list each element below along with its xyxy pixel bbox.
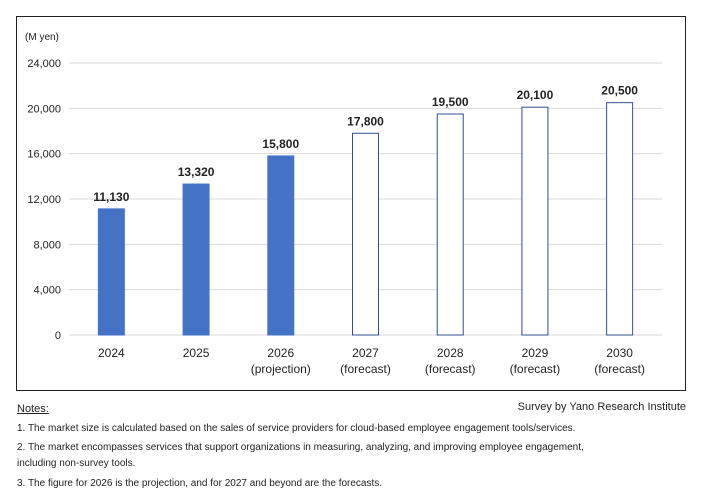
x-category-sublabel: (forecast) (425, 362, 476, 376)
data-label-2026: 15,800 (262, 137, 299, 151)
data-label-2030: 20,500 (601, 84, 638, 98)
y-tick-label: 12,000 (27, 194, 61, 206)
bar-2026 (267, 155, 295, 336)
x-category-sublabel: (forecast) (340, 362, 391, 376)
x-category-label: 2024 (98, 346, 125, 360)
y-tick-label: 4,000 (33, 285, 61, 297)
x-category-sublabel: (projection) (251, 362, 311, 376)
x-category-sublabel: (forecast) (594, 362, 645, 376)
x-category-label: 2030 (606, 346, 633, 360)
data-label-2025: 13,320 (178, 165, 215, 179)
data-label-2027: 17,800 (347, 114, 384, 128)
note-2: 2. The market encompasses services that … (17, 442, 584, 453)
bar-2030 (606, 102, 634, 336)
bar-2024 (97, 208, 125, 336)
note-2-continued: including non-survey tools. (17, 458, 136, 469)
chart-frame: (M yen) 0 4,000 8,000 12,000 16,000 20,000 24,0… (16, 16, 686, 391)
x-category-label: 2026 (267, 346, 294, 360)
y-tick-label: 0 (55, 330, 61, 342)
x-category-label: 2027 (352, 346, 379, 360)
data-label-2024: 11,130 (93, 190, 129, 204)
bar-2027 (352, 132, 379, 336)
bar-2025 (182, 183, 210, 336)
y-tick-label: 8,000 (33, 239, 61, 251)
x-category-label: 2028 (437, 346, 464, 360)
x-category-sublabel: (forecast) (510, 362, 561, 376)
bar-2028 (436, 113, 464, 336)
y-tick-label: 20,000 (27, 103, 61, 115)
note-3: 3. The figure for 2026 is the projection… (17, 478, 383, 489)
y-tick-label: 16,000 (27, 149, 61, 161)
y-unit-label: (M yen) (25, 32, 59, 43)
y-tick-label: 24,000 (27, 58, 61, 70)
data-label-2029: 20,100 (517, 88, 554, 102)
data-label-2028: 19,500 (432, 95, 469, 109)
notes-header: Notes: (17, 403, 49, 415)
x-category-label: 2025 (183, 346, 210, 360)
bar-2029 (521, 106, 549, 336)
x-category-label: 2029 (522, 346, 549, 360)
source-credit: Survey by Yano Research Institute (517, 401, 686, 413)
note-1: 1. The market size is calculated based o… (17, 423, 576, 434)
bar-chart: (M yen) 0 4,000 8,000 12,000 16,000 20,000 24,0… (25, 32, 662, 376)
